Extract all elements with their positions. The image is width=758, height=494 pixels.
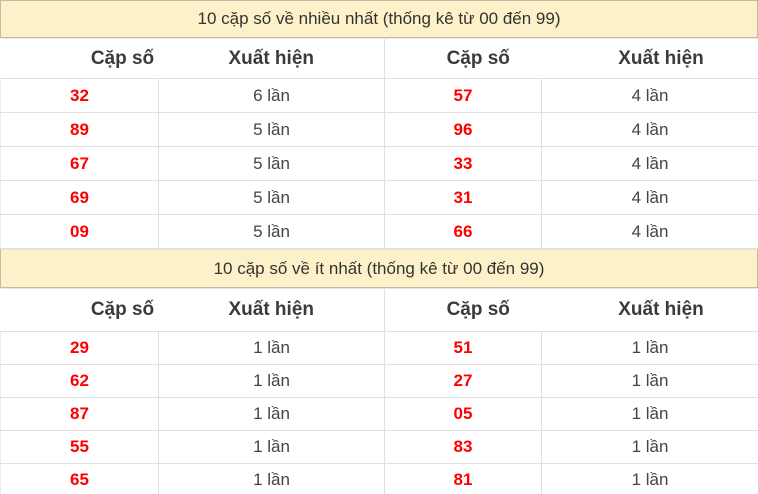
pair-value: 55 xyxy=(0,430,159,464)
pair-value: 81 xyxy=(384,463,542,494)
pair-value: 89 xyxy=(0,112,159,147)
pair-value: 05 xyxy=(384,397,542,431)
appearance-count: 5 lần xyxy=(158,112,385,147)
appearance-count: 1 lần xyxy=(541,430,758,464)
table-row: 32 6 lần 57 4 lần xyxy=(0,78,758,113)
pair-value: 32 xyxy=(0,78,159,113)
section-title: 10 cặp số về ít nhất (thống kê từ 00 đến… xyxy=(0,249,758,288)
pair-value: 69 xyxy=(0,180,159,215)
table-row: 87 1 lần 05 1 lần xyxy=(0,397,758,431)
appearance-count: 5 lần xyxy=(158,214,385,249)
pair-value: 09 xyxy=(0,214,159,249)
appearance-count: 4 lần xyxy=(541,78,758,113)
pair-value: 29 xyxy=(0,331,159,365)
pair-value: 96 xyxy=(384,112,542,147)
column-header-pair: Cặp số xyxy=(0,288,159,332)
header-row: Cặp số Xuất hiện Cặp số Xuất hiện xyxy=(0,38,758,79)
pair-value: 33 xyxy=(384,146,542,181)
column-header-appearances: Xuất hiện xyxy=(158,288,385,332)
column-header-appearances: Xuất hiện xyxy=(541,288,758,332)
appearance-count: 1 lần xyxy=(158,364,385,398)
column-header-pair: Cặp số xyxy=(0,38,159,79)
column-header-appearances: Xuất hiện xyxy=(541,38,758,79)
appearance-count: 1 lần xyxy=(541,364,758,398)
pair-value: 65 xyxy=(0,463,159,494)
pair-value: 57 xyxy=(384,78,542,113)
appearance-count: 1 lần xyxy=(541,331,758,365)
appearance-count: 4 lần xyxy=(541,146,758,181)
section-title-text: 10 cặp số về ít nhất (thống kê từ 00 đến… xyxy=(213,258,545,278)
pair-value: 67 xyxy=(0,146,159,181)
table-row: 62 1 lần 27 1 lần xyxy=(0,364,758,398)
header-row: Cặp số Xuất hiện Cặp số Xuất hiện xyxy=(0,288,758,332)
appearance-count: 4 lần xyxy=(541,180,758,215)
appearance-count: 5 lần xyxy=(158,180,385,215)
appearance-count: 1 lần xyxy=(158,430,385,464)
section-title-text: 10 cặp số về nhiều nhất (thống kê từ 00 … xyxy=(197,9,561,28)
appearance-count: 4 lần xyxy=(541,214,758,249)
table-row: 89 5 lần 96 4 lần xyxy=(0,112,758,147)
pairs-table: Cặp số Xuất hiện Cặp số Xuất hiện 29 1 lầ… xyxy=(0,288,758,494)
pair-value: 66 xyxy=(384,214,542,249)
table-row: 67 5 lần 33 4 lần xyxy=(0,146,758,181)
pair-value: 83 xyxy=(384,430,542,464)
pair-value: 51 xyxy=(384,331,542,365)
table-row: 55 1 lần 83 1 lần xyxy=(0,430,758,464)
table-row: 09 5 lần 66 4 lần xyxy=(0,214,758,249)
pairs-table: Cặp số Xuất hiện Cặp số Xuất hiện 32 6 lầ… xyxy=(0,38,758,249)
section-title: 10 cặp số về nhiều nhất (thống kê từ 00 … xyxy=(0,0,758,38)
pair-value: 62 xyxy=(0,364,159,398)
appearance-count: 1 lần xyxy=(541,397,758,431)
pair-value: 27 xyxy=(384,364,542,398)
table-row: 29 1 lần 51 1 lần xyxy=(0,331,758,365)
table-row: 69 5 lần 31 4 lần xyxy=(0,180,758,215)
column-header-pair: Cặp số xyxy=(384,288,542,332)
pair-value: 87 xyxy=(0,397,159,431)
most-frequent-pairs-section: 10 cặp số về nhiều nhất (thống kê từ 00 … xyxy=(0,0,758,249)
appearance-count: 1 lần xyxy=(541,463,758,494)
column-header-pair: Cặp số xyxy=(384,38,542,79)
appearance-count: 1 lần xyxy=(158,331,385,365)
appearance-count: 5 lần xyxy=(158,146,385,181)
pair-value: 31 xyxy=(384,180,542,215)
appearance-count: 4 lần xyxy=(541,112,758,147)
table-row: 65 1 lần 81 1 lần xyxy=(0,463,758,494)
least-frequent-pairs-section: 10 cặp số về ít nhất (thống kê từ 00 đến… xyxy=(0,249,758,494)
column-header-appearances: Xuất hiện xyxy=(158,38,385,79)
appearance-count: 1 lần xyxy=(158,463,385,494)
appearance-count: 6 lần xyxy=(158,78,385,113)
appearance-count: 1 lần xyxy=(158,397,385,431)
